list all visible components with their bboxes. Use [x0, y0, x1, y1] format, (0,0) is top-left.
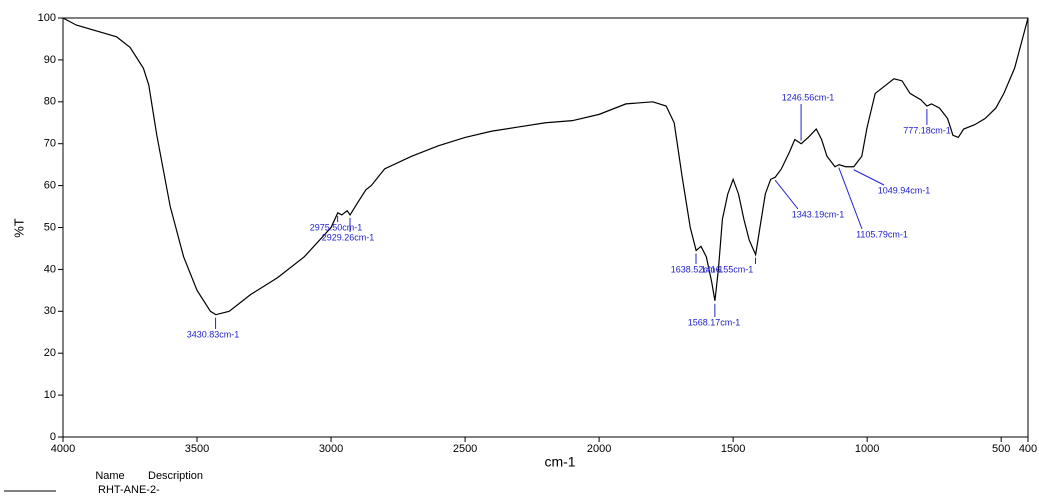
x-tick-label: 3000 [319, 443, 343, 455]
x-tick-label: 1500 [721, 443, 745, 455]
peak-label: 1343.19cm-1 [792, 209, 845, 219]
peak-label: 1246.56cm-1 [782, 92, 835, 102]
y-tick-label: 80 [44, 96, 56, 108]
x-tick-label: 2500 [453, 443, 477, 455]
x-tick-label: 2000 [587, 443, 611, 455]
x-tick-label: 500 [992, 443, 1010, 455]
y-tick-label: 20 [44, 347, 56, 359]
peak-label: 1105.79cm-1 [856, 229, 908, 239]
peak-leader [774, 179, 799, 210]
x-tick-label: 1000 [855, 443, 879, 455]
x-tick-label: 400 [1019, 443, 1037, 455]
peak-label: 1416.55cm-1 [701, 264, 754, 274]
y-tick-label: 30 [44, 305, 56, 317]
peak-label: 777.18cm-1 [903, 125, 951, 135]
peak-label: 2929.26cm-1 [322, 232, 375, 242]
peak-leader [838, 167, 863, 230]
y-tick-label: 70 [44, 138, 56, 150]
y-tick-label: 0 [50, 431, 56, 443]
x-axis-label: cm-1 [544, 454, 575, 470]
plot-frame [62, 17, 1029, 438]
peak-label: 2975.50cm-1 [310, 222, 363, 232]
peak-label: 1568.17cm-1 [688, 317, 741, 327]
spectrum-line [62, 17, 1029, 316]
y-axis-label: %T [11, 218, 26, 238]
y-tick-label: 100 [38, 12, 56, 24]
y-tick-label: 10 [44, 389, 56, 401]
x-tick-label: 4000 [51, 443, 75, 455]
y-tick-label: 60 [44, 180, 56, 192]
y-tick-label: 90 [44, 54, 56, 66]
peak-leader [853, 169, 885, 186]
y-tick-label: 50 [44, 221, 56, 233]
legend-label: RHT-ANE-2- [98, 484, 160, 496]
peak-label: 3430.83cm-1 [187, 329, 240, 339]
peak-label: 1049.94cm-1 [878, 185, 931, 195]
y-tick-label: 40 [44, 263, 56, 275]
peak-label: 1638.52cm-1 [671, 264, 724, 274]
legend-header: Name [95, 470, 124, 482]
legend-header: Description [148, 470, 203, 482]
x-tick-label: 3500 [185, 443, 209, 455]
